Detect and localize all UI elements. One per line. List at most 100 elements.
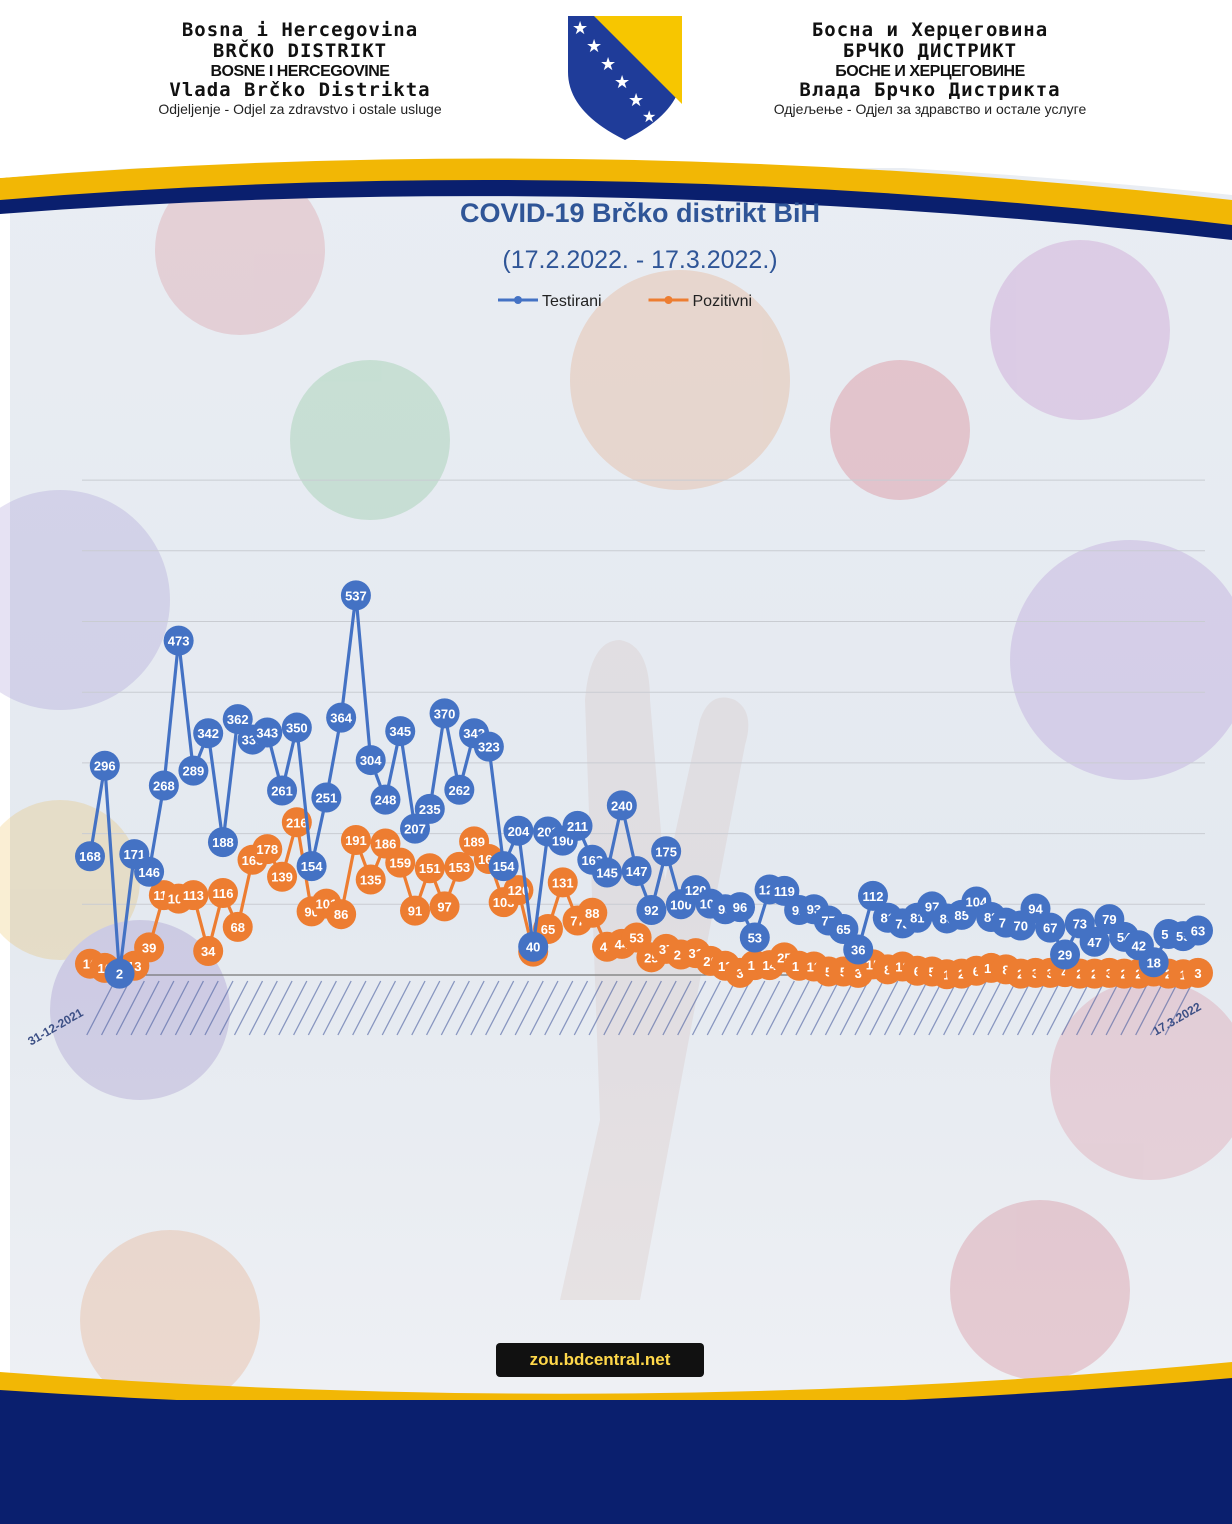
- x-tick-mark: [366, 980, 397, 1036]
- data-label: 63: [1191, 923, 1205, 938]
- svg-text:★: ★: [642, 107, 656, 126]
- data-label: 3: [1194, 966, 1201, 981]
- data-label: 473: [168, 634, 190, 649]
- header-left: Bosna i Hercegovina BRČKO DISTRIKT BOSNE…: [90, 19, 510, 117]
- data-point: [385, 716, 416, 747]
- data-label: 342: [197, 726, 219, 741]
- data-point: [429, 698, 460, 729]
- data-label: 262: [448, 783, 470, 798]
- x-tick-mark: [307, 980, 337, 1036]
- x-tick-mark: [189, 980, 219, 1036]
- data-point: [252, 834, 283, 865]
- data-point: [473, 731, 504, 762]
- chart-title: COVID-19 Brčko distrikt BiH: [460, 198, 820, 228]
- data-label: 53: [748, 931, 762, 946]
- data-point: [267, 775, 298, 806]
- data-label: 6: [973, 964, 980, 979]
- data-point: [311, 782, 342, 813]
- data-label: 350: [286, 721, 308, 736]
- x-tick-mark: [618, 980, 648, 1036]
- x-tick-mark: [293, 980, 323, 1036]
- data-label: 154: [301, 859, 323, 874]
- data-point: [414, 793, 445, 824]
- x-tick-mark: [824, 980, 855, 1036]
- data-point: [444, 774, 475, 805]
- legend-label: Pozitivni: [693, 293, 753, 310]
- top-white-band: [0, 150, 1232, 195]
- data-point: [207, 827, 238, 858]
- data-label: 151: [419, 861, 441, 876]
- x-tick-mark: [854, 980, 884, 1036]
- x-tick-mark: [795, 980, 825, 1036]
- x-tick-mark: [1120, 980, 1150, 1036]
- data-point: [370, 784, 401, 815]
- data-label: 145: [596, 865, 618, 880]
- data-label: 3: [855, 966, 862, 981]
- data-point: [518, 931, 549, 962]
- top-gold-band: [0, 158, 1232, 230]
- data-label: 86: [334, 907, 348, 922]
- x-tick-mark: [1031, 980, 1061, 1036]
- data-label: 34: [201, 944, 216, 959]
- data-point: [1183, 957, 1213, 988]
- data-label: 92: [644, 903, 658, 918]
- x-tick-mark: [1090, 980, 1120, 1036]
- x-tick-mark: [204, 980, 234, 1036]
- x-tick-mark: [677, 980, 707, 1036]
- data-label: 2: [116, 967, 123, 982]
- data-label: 188: [212, 835, 234, 850]
- x-tick-mark: [869, 980, 899, 1036]
- chart-subtitle: (17.2.2022. - 17.3.2022.): [502, 246, 777, 274]
- data-point: [104, 958, 135, 989]
- data-point: [414, 853, 445, 884]
- x-tick-mark: [381, 980, 411, 1036]
- data-label: 113: [183, 888, 204, 903]
- data-label: 345: [389, 724, 411, 739]
- data-label: 304: [360, 753, 382, 768]
- data-label: 18: [1146, 955, 1160, 970]
- header-right: Босна и Херцеговина БРЧКО ДИСТРИКТ БОСНЕ…: [720, 19, 1140, 117]
- data-point: [326, 702, 357, 733]
- header-right-line5: Одјељење - Одјел за здравство и остале у…: [773, 100, 1087, 117]
- data-label: 42: [1132, 938, 1146, 953]
- data-label: 343: [256, 725, 278, 740]
- data-label: 240: [611, 798, 633, 813]
- data-label: 8: [1002, 962, 1009, 977]
- data-label: 235: [419, 802, 441, 817]
- data-label: 154: [493, 859, 515, 874]
- website-badge[interactable]: zou.bdcentral.net: [496, 1343, 704, 1377]
- data-label: 79: [1102, 912, 1116, 927]
- header-left-line2: BRČKO DISTRIKT: [212, 40, 388, 63]
- data-label: 3: [736, 966, 743, 981]
- data-point: [148, 770, 179, 801]
- data-point: [281, 712, 312, 743]
- x-tick-mark: [544, 980, 574, 1036]
- data-point: [1035, 912, 1066, 943]
- data-label: 268: [153, 779, 175, 794]
- x-tick-mark: [839, 980, 869, 1036]
- x-tick-mark: [514, 980, 544, 1036]
- data-label: 191: [345, 833, 367, 848]
- data-point: [857, 880, 888, 911]
- x-tick-mark: [1046, 980, 1076, 1036]
- x-tick-mark: [263, 980, 293, 1036]
- data-label: 370: [434, 706, 456, 721]
- data-label: 112: [862, 889, 883, 904]
- data-point: [562, 810, 593, 841]
- data-point: [503, 815, 534, 846]
- data-point: [385, 847, 416, 878]
- x-tick-mark: [115, 980, 145, 1036]
- data-label: 68: [230, 920, 244, 935]
- chart-legend: Testirani Pozitivni: [498, 293, 752, 310]
- data-label: 153: [448, 860, 470, 875]
- x-tick-mark: [1164, 980, 1194, 1036]
- x-tick-mark: [499, 980, 530, 1036]
- x-tick-mark: [883, 980, 914, 1036]
- data-label: 147: [626, 864, 648, 879]
- svg-text:★: ★: [628, 90, 644, 111]
- data-point: [651, 836, 682, 867]
- x-tick-mark: [647, 980, 677, 1036]
- data-point: [355, 745, 386, 776]
- svg-text:★: ★: [586, 36, 602, 57]
